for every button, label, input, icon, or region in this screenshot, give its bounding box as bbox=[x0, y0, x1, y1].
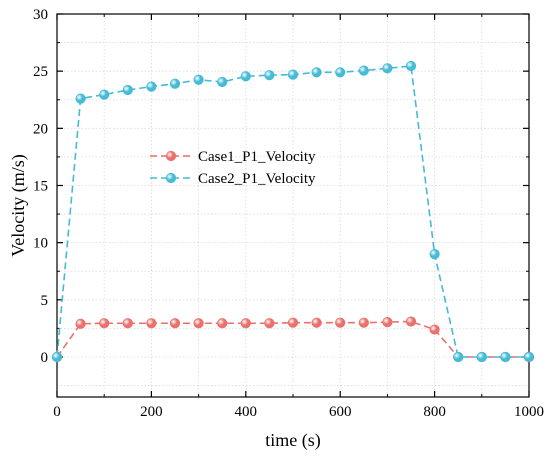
data-point bbox=[358, 65, 369, 76]
data-point bbox=[311, 67, 322, 78]
data-point bbox=[382, 63, 393, 74]
axes: 0 200 400 600 800 1000 0 5 10 15 20 25 30 bbox=[33, 7, 544, 420]
x-tick-label: 600 bbox=[329, 404, 352, 420]
data-point bbox=[429, 324, 440, 335]
y-tick-label: 20 bbox=[33, 121, 48, 137]
legend-item-1: Case1_P1_Velocity bbox=[150, 149, 316, 165]
data-point bbox=[122, 318, 133, 329]
legend-marker bbox=[165, 172, 177, 184]
data-point bbox=[476, 351, 487, 363]
x-tick-label: 800 bbox=[423, 404, 446, 420]
data-point bbox=[264, 318, 275, 329]
data-point bbox=[240, 318, 251, 329]
legend-item-2: Case2_P1_Velocity bbox=[150, 171, 316, 187]
data-point bbox=[169, 78, 181, 89]
legend-label: Case1_P1_Velocity bbox=[198, 149, 316, 165]
data-point bbox=[287, 69, 299, 80]
data-point bbox=[75, 93, 86, 104]
data-point bbox=[146, 318, 157, 329]
data-point bbox=[75, 318, 86, 329]
y-tick-label: 5 bbox=[41, 293, 49, 309]
x-tick-label: 1000 bbox=[514, 404, 544, 420]
data-point bbox=[122, 84, 133, 96]
data-point bbox=[405, 316, 417, 327]
x-tick-label: 400 bbox=[235, 404, 258, 420]
data-point bbox=[193, 318, 204, 329]
y-tick-label: 30 bbox=[33, 7, 48, 23]
data-point bbox=[287, 317, 299, 328]
data-point bbox=[99, 89, 110, 100]
data-point bbox=[217, 76, 228, 88]
data-point bbox=[358, 317, 369, 328]
data-point bbox=[523, 351, 535, 363]
data-point bbox=[264, 70, 275, 81]
data-point bbox=[99, 318, 110, 329]
data-point bbox=[240, 71, 251, 82]
x-tick-label: 0 bbox=[53, 404, 61, 420]
y-tick-label: 15 bbox=[33, 178, 48, 194]
legend-label: Case2_P1_Velocity bbox=[198, 171, 316, 187]
data-point bbox=[51, 351, 63, 363]
data-point bbox=[335, 67, 346, 78]
data-point bbox=[405, 60, 417, 72]
data-point bbox=[311, 317, 322, 328]
y-tick-label: 10 bbox=[33, 236, 48, 252]
data-point bbox=[335, 317, 346, 328]
series-2 bbox=[51, 60, 535, 363]
data-point bbox=[217, 318, 228, 329]
series bbox=[51, 60, 535, 363]
data-point bbox=[453, 351, 464, 363]
data-point bbox=[500, 351, 511, 363]
legend: Case1_P1_Velocity Case2_P1_Velocity bbox=[150, 149, 316, 187]
data-point bbox=[169, 318, 181, 329]
data-point bbox=[146, 81, 157, 92]
x-axis-title: time (s) bbox=[265, 430, 321, 451]
y-tick-label: 0 bbox=[41, 350, 49, 366]
data-point bbox=[429, 248, 440, 260]
legend-marker bbox=[165, 150, 177, 162]
x-tick-label: 200 bbox=[140, 404, 163, 420]
data-point bbox=[382, 317, 393, 328]
data-point bbox=[193, 74, 204, 85]
y-tick-label: 25 bbox=[33, 64, 48, 80]
y-axis-title: Velocity (m/s) bbox=[8, 154, 29, 256]
